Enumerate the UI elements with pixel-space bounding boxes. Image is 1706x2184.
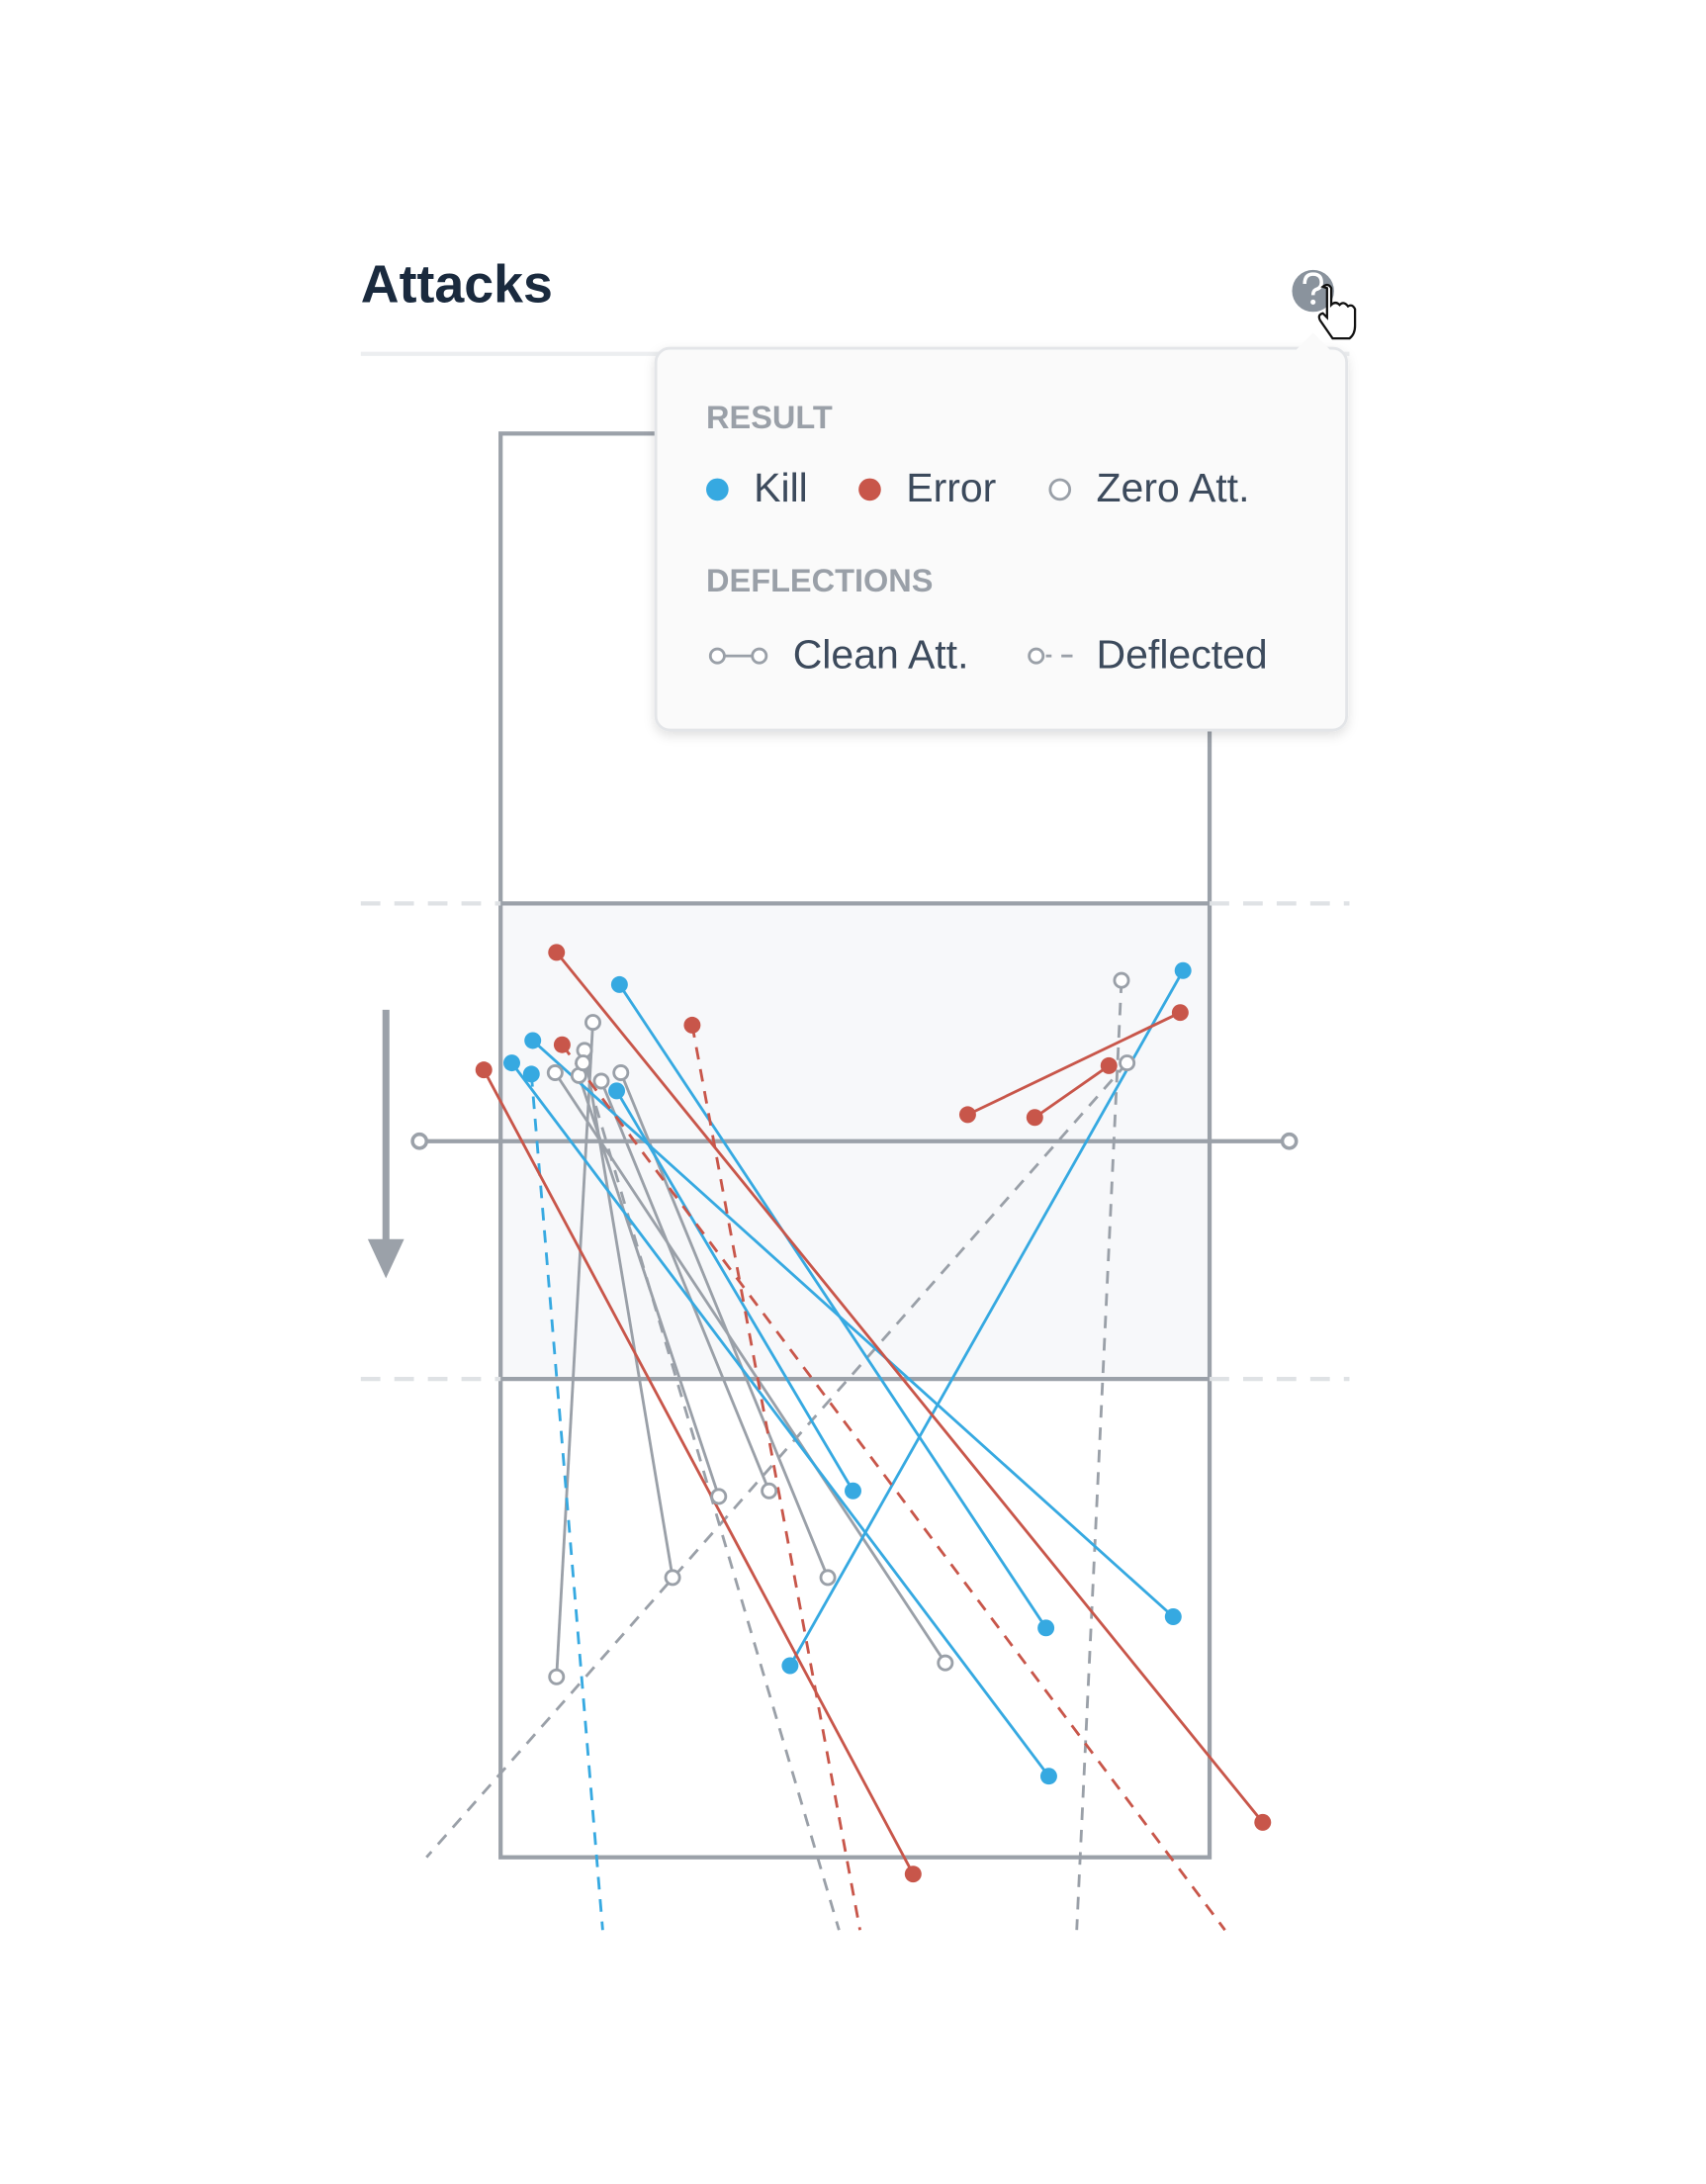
attack [618,983,1047,1629]
attack-point [904,1866,922,1883]
attack [482,1068,915,1875]
attack [531,1039,1175,1618]
attack-point [845,1482,861,1500]
attack [966,1011,1181,1117]
attack-point [1164,1608,1182,1625]
attack-point [553,1036,571,1053]
attack [599,1080,770,1492]
attack [529,1073,604,1931]
attack-point [608,1082,626,1100]
attack [1075,980,1123,1931]
attack-point [1113,971,1130,989]
legend-heading: DEFLECTIONS [706,563,933,598]
attack-point [819,1569,837,1587]
attack-point [1171,1004,1189,1022]
legend-tooltip: RESULT Kill Error Zero Att. DEFLECTIONS … [654,332,1349,732]
legend-swatch [708,647,768,665]
attack [555,1022,594,1678]
attack-point [1039,1768,1057,1785]
line-extensions [360,901,1350,1382]
attack-point [683,1016,701,1034]
legend-swatch [1028,647,1073,665]
legend-swatch [858,478,881,501]
attack-point [610,975,628,993]
legend-swatch [1048,478,1072,501]
attack-point [761,1482,778,1500]
attack-point [1026,1109,1043,1127]
attack-point [781,1657,799,1675]
tooltip-pointer [1296,332,1330,350]
legend-item: Kill [754,465,808,510]
attack-point [1037,1619,1055,1637]
legend-item: Deflected [1097,631,1268,677]
help-glyph-dot [1310,299,1316,305]
attack-point [664,1569,681,1587]
attack [425,1061,1128,1859]
attack-point [751,647,768,665]
attack-point [1174,961,1192,979]
net-post [1280,1132,1299,1150]
legend-item: Zero Att. [1097,465,1250,510]
attack-point [1119,1054,1136,1072]
attack-point [584,1014,601,1032]
attack [615,1090,854,1492]
attack-point [475,1061,493,1079]
attack-point [710,1488,728,1505]
attack-point [1028,647,1045,665]
attack-point [1254,1813,1272,1831]
attack-points [475,944,1272,1883]
attack-point [546,1064,564,1081]
attack-point [548,1668,566,1685]
help-button[interactable] [1292,269,1334,313]
attack [561,1044,1226,1932]
legend-item: Error [906,465,996,510]
cursor [1317,283,1357,340]
attack [554,1071,946,1664]
attack [690,1025,861,1931]
attack [788,969,1185,1667]
legend-swatch [706,478,729,501]
net-post [410,1132,429,1150]
attack [555,951,1264,1824]
attacks [425,944,1272,1932]
attack-point [548,944,566,961]
attack-point [1100,1056,1118,1074]
legend-heading: RESULT [706,400,833,435]
attack [1033,1064,1111,1119]
direction-arrowhead [367,1238,404,1279]
attack-point [958,1106,976,1124]
attack-point [522,1065,540,1083]
attack-point [592,1072,610,1090]
tooltip-box [654,346,1349,732]
panel-title: Attacks [361,254,553,314]
attack-point [612,1064,630,1081]
attack-point [524,1032,542,1049]
attack-point [575,1054,592,1072]
attack [510,1061,1050,1777]
attack-point [708,647,726,665]
legend-item: Clean Att. [793,631,969,677]
help-glyph [1302,272,1323,296]
attack-point [937,1654,954,1672]
attack-point [503,1054,520,1072]
